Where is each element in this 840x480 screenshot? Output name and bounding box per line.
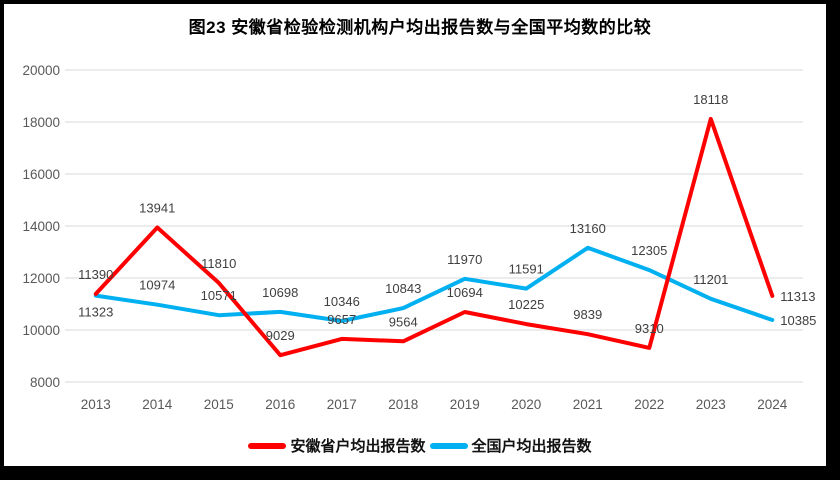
y-tick-label: 18000 (22, 115, 60, 130)
data-label-series-1: 10571 (201, 288, 237, 303)
y-tick-label: 16000 (22, 167, 60, 182)
data-label-series-1: 11591 (509, 262, 544, 277)
data-label-series-1: 10385 (780, 313, 816, 328)
data-label-series-1: 12305 (631, 243, 667, 258)
data-label-series-0: 9310 (635, 321, 664, 336)
legend-swatch-national-icon (429, 442, 468, 449)
legend-item-anhui: 安徽省户均出报告数 (248, 435, 426, 456)
data-label-series-0: 9657 (327, 312, 356, 327)
x-tick-label: 2013 (81, 397, 111, 412)
legend-label-anhui: 安徽省户均出报告数 (290, 438, 426, 455)
y-tick-label: 14000 (22, 219, 60, 234)
y-tick-label: 12000 (22, 271, 60, 286)
x-tick-label: 2017 (327, 397, 357, 412)
legend-label-national: 全国户均出报告数 (471, 438, 592, 455)
series-line-0 (93, 116, 775, 358)
legend-item-national: 全国户均出报告数 (429, 435, 592, 456)
x-tick-label: 2015 (204, 397, 234, 412)
x-tick-label: 2023 (696, 397, 726, 412)
data-label-series-0: 11810 (201, 256, 236, 271)
data-label-series-1: 10843 (385, 281, 421, 296)
data-label-series-0: 13941 (139, 201, 175, 216)
x-tick-label: 2024 (757, 397, 788, 412)
data-label-series-0: 10694 (447, 285, 483, 300)
data-label-series-1: 11201 (693, 272, 728, 287)
x-tick-label: 2018 (388, 397, 418, 412)
data-label-series-1: 13160 (570, 221, 606, 236)
data-label-series-0: 11390 (78, 267, 113, 282)
data-label-series-1: 10974 (139, 278, 175, 293)
legend-swatch-national-line (429, 442, 468, 449)
data-label-series-1: 10698 (262, 285, 298, 300)
y-tick-label: 10000 (22, 323, 60, 338)
x-tick-label: 2022 (634, 397, 664, 412)
data-label-series-0: 11313 (780, 289, 815, 304)
data-label-series-0: 10225 (508, 297, 544, 312)
y-tick-label: 8000 (30, 375, 60, 390)
data-label-series-1: 11970 (447, 252, 482, 267)
data-label-series-0: 9839 (573, 307, 602, 322)
legend: 安徽省户均出报告数 全国户均出报告数 (0, 435, 840, 456)
data-label-series-1: 11323 (78, 305, 113, 320)
x-tick-label: 2020 (511, 397, 541, 412)
x-tick-label: 2019 (450, 397, 480, 412)
data-label-series-0: 18118 (693, 92, 728, 107)
data-label-series-0: 9029 (266, 328, 295, 343)
data-label-series-0: 9564 (389, 314, 418, 329)
x-tick-label: 2021 (573, 397, 603, 412)
data-label-series-1: 10346 (324, 294, 360, 309)
y-tick-label: 20000 (22, 63, 60, 78)
x-tick-label: 2016 (265, 397, 295, 412)
series-line-1 (93, 245, 775, 323)
legend-swatch-anhui-icon (248, 442, 287, 449)
x-tick-label: 2014 (142, 397, 173, 412)
legend-swatch-anhui-line (248, 442, 287, 449)
chart-title: 图23 安徽省检验检测机构户均出报告数与全国平均数的比较 (188, 18, 652, 37)
